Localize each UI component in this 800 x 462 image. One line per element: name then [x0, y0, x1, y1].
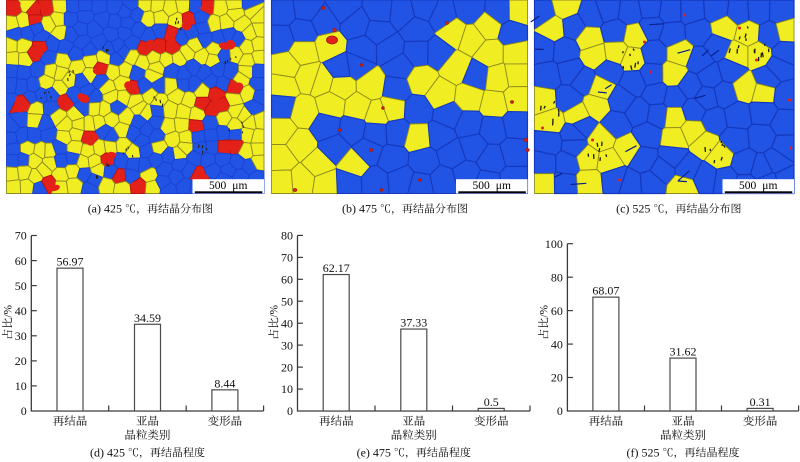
svg-text:500: 500 — [473, 180, 491, 192]
svg-text:0: 0 — [557, 404, 563, 418]
svg-text:0.31: 0.31 — [750, 395, 771, 409]
svg-text:31.62: 31.62 — [670, 345, 697, 359]
svg-text:30: 30 — [281, 338, 293, 352]
svg-text:20: 20 — [15, 354, 27, 368]
svg-text:30: 30 — [15, 329, 27, 343]
svg-text:10: 10 — [15, 379, 27, 393]
svg-text:0: 0 — [21, 404, 27, 418]
svg-text:/%: /% — [269, 304, 281, 317]
svg-text:60: 60 — [281, 273, 293, 287]
svg-text:50: 50 — [15, 279, 27, 293]
svg-text:100: 100 — [545, 237, 563, 251]
svg-text:20: 20 — [281, 360, 293, 374]
svg-text:62.17: 62.17 — [323, 261, 350, 275]
svg-text:(d) 425: (d) 425 — [90, 445, 125, 459]
svg-text:/%: /% — [3, 304, 15, 317]
svg-text:80: 80 — [551, 270, 563, 284]
svg-text:(c) 525: (c) 525 — [616, 202, 650, 216]
svg-text:0: 0 — [287, 404, 293, 418]
svg-text:(a) 425: (a) 425 — [88, 202, 122, 216]
svg-text:(f) 525: (f) 525 — [627, 445, 660, 459]
svg-text:60: 60 — [551, 304, 563, 318]
svg-text:10: 10 — [281, 382, 293, 396]
svg-text:40: 40 — [15, 304, 27, 318]
svg-text:μm: μm — [762, 180, 777, 192]
svg-text:70: 70 — [15, 229, 27, 243]
svg-text:/%: /% — [539, 304, 551, 317]
svg-text:50: 50 — [281, 294, 293, 308]
svg-text:40: 40 — [281, 316, 293, 330]
svg-text:μm: μm — [232, 180, 247, 192]
svg-text:μm: μm — [496, 180, 511, 192]
svg-text:20: 20 — [551, 371, 563, 385]
svg-text:56.97: 56.97 — [57, 255, 84, 269]
svg-text:500: 500 — [209, 180, 227, 192]
svg-text:40: 40 — [551, 337, 563, 351]
svg-text:0.5: 0.5 — [484, 395, 499, 409]
svg-text:(e) 475: (e) 475 — [357, 445, 391, 459]
svg-text:37.33: 37.33 — [400, 316, 427, 330]
svg-text:70: 70 — [281, 251, 293, 265]
svg-text:34.59: 34.59 — [134, 311, 161, 325]
svg-text:(b) 475: (b) 475 — [342, 202, 377, 216]
svg-text:68.07: 68.07 — [592, 284, 619, 298]
svg-text:500: 500 — [739, 180, 757, 192]
svg-text:80: 80 — [281, 229, 293, 243]
svg-text:8.44: 8.44 — [214, 376, 235, 390]
svg-text:60: 60 — [15, 254, 27, 268]
